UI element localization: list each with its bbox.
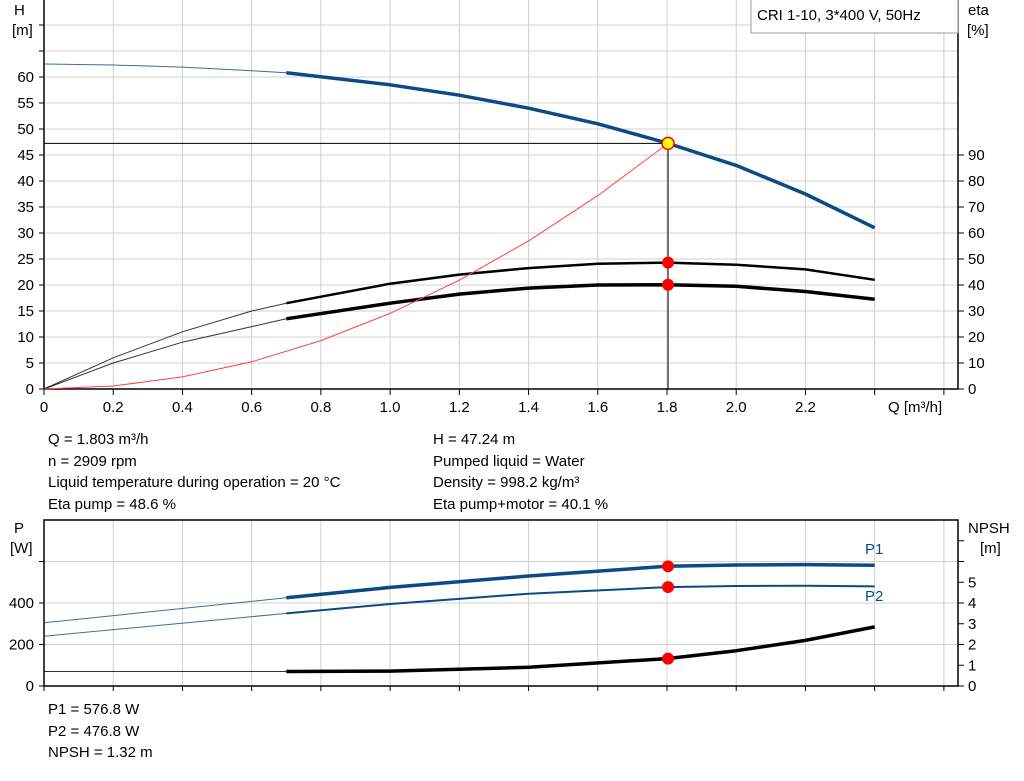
y-tick-label: 35 bbox=[17, 199, 34, 216]
series-label-p1: P1 bbox=[865, 541, 883, 558]
series-system_curve bbox=[43, 142, 669, 390]
x-tick-label: 0.8 bbox=[310, 399, 331, 416]
y-tick-label: 20 bbox=[17, 277, 34, 294]
y2-axis-unit: [m] bbox=[980, 540, 1001, 557]
y-tick-label: 45 bbox=[17, 147, 34, 164]
info-p2: P2 = 476.8 W bbox=[48, 723, 140, 740]
y2-tick-label: 2 bbox=[968, 637, 976, 654]
y-tick-label: 5 bbox=[26, 355, 34, 372]
series-NPSH bbox=[286, 625, 876, 674]
x-tick-label: 1.0 bbox=[380, 399, 401, 416]
x-tick-label: 0.2 bbox=[103, 399, 124, 416]
series-eta_pump_motor bbox=[286, 282, 875, 321]
y-tick-label: 25 bbox=[17, 251, 34, 268]
y-tick-label: 30 bbox=[17, 225, 34, 242]
y2-tick-label: 5 bbox=[968, 574, 976, 591]
x-tick-label: 0.6 bbox=[241, 399, 262, 416]
y-axis-unit: [m] bbox=[12, 22, 33, 39]
x-tick-label: 0.4 bbox=[172, 399, 193, 416]
plot-frame bbox=[43, 0, 959, 390]
series-H-extrapolated bbox=[43, 63, 287, 74]
series-label-p2: P2 bbox=[865, 588, 883, 605]
y-tick-label: 10 bbox=[17, 329, 34, 346]
y2-tick-label: 80 bbox=[968, 173, 985, 190]
duty-point-p2 bbox=[662, 581, 675, 594]
y-tick-label: 0 bbox=[26, 381, 34, 398]
series-eta_pump bbox=[286, 261, 875, 305]
x-tick-label: 2.2 bbox=[795, 399, 816, 416]
series-P2-extrapolated bbox=[43, 612, 287, 637]
info-eta-pump: Eta pump = 48.6 % bbox=[48, 496, 176, 513]
info-eta-pump-motor: Eta pump+motor = 40.1 % bbox=[433, 496, 609, 513]
series-P1 bbox=[286, 562, 875, 600]
x-tick-label: 1.4 bbox=[518, 399, 539, 416]
duty-point-p1 bbox=[662, 560, 675, 573]
info-liquid: Pumped liquid = Water bbox=[433, 453, 585, 470]
info-q: Q = 1.803 m³/h bbox=[48, 431, 149, 448]
duty-point-eta-pump bbox=[662, 256, 675, 269]
y2-tick-label: 3 bbox=[968, 616, 976, 633]
y-axis-label: P bbox=[14, 520, 24, 537]
y2-axis-unit: [%] bbox=[967, 22, 989, 39]
x-axis-label: Q [m³/h] bbox=[888, 399, 942, 416]
series-eta_pump_motor-extrapolated bbox=[43, 318, 287, 390]
y-axis-label: H bbox=[14, 2, 25, 19]
x-tick-label: 1.8 bbox=[657, 399, 678, 416]
x-tick-label: 1.2 bbox=[449, 399, 470, 416]
y-tick-label: 200 bbox=[9, 637, 34, 654]
y2-tick-label: 4 bbox=[968, 595, 976, 612]
series-H bbox=[286, 71, 876, 230]
y2-tick-label: 0 bbox=[968, 678, 976, 695]
y-tick-label: 400 bbox=[9, 595, 34, 612]
duty-point-npsh bbox=[662, 652, 675, 665]
info-p1: P1 = 576.8 W bbox=[48, 701, 140, 718]
duty-point-marker bbox=[661, 136, 675, 151]
y2-tick-label: 40 bbox=[968, 277, 985, 294]
y-tick-label: 40 bbox=[17, 173, 34, 190]
y-axis-unit: [W] bbox=[10, 540, 33, 557]
duty-point-eta-pump-motor bbox=[662, 278, 675, 291]
y2-tick-label: 20 bbox=[968, 329, 985, 346]
y2-tick-label: 70 bbox=[968, 199, 985, 216]
x-tick-label: 1.6 bbox=[587, 399, 608, 416]
y-tick-label: 50 bbox=[17, 121, 34, 138]
y-tick-label: 60 bbox=[17, 69, 34, 86]
y-tick-label: 0 bbox=[26, 678, 34, 695]
y2-tick-label: 30 bbox=[968, 303, 985, 320]
y2-tick-label: 1 bbox=[968, 657, 976, 674]
chart-title: CRI 1-10, 3*400 V, 50Hz bbox=[757, 7, 921, 24]
info-n: n = 2909 rpm bbox=[48, 453, 137, 470]
y2-axis-label: eta bbox=[968, 2, 990, 19]
series-eta_pump-extrapolated bbox=[43, 302, 287, 390]
info-temperature: Liquid temperature during operation = 20… bbox=[48, 474, 341, 491]
info-npsh: NPSH = 1.32 m bbox=[48, 744, 153, 761]
series-P1-extrapolated bbox=[43, 597, 287, 624]
y2-tick-label: 60 bbox=[968, 225, 985, 242]
y2-axis-label: NPSH bbox=[968, 520, 1010, 537]
y2-tick-label: 90 bbox=[968, 147, 985, 164]
y2-tick-label: 0 bbox=[968, 381, 976, 398]
y-tick-label: 55 bbox=[17, 95, 34, 112]
y2-tick-label: 10 bbox=[968, 355, 985, 372]
x-tick-label: 0 bbox=[40, 399, 48, 416]
info-h: H = 47.24 m bbox=[433, 431, 516, 448]
title-box bbox=[750, 0, 959, 34]
y2-tick-label: 50 bbox=[968, 251, 985, 268]
x-tick-label: 2.0 bbox=[726, 399, 747, 416]
info-density: Density = 998.2 kg/m³ bbox=[433, 474, 580, 491]
y-tick-label: 15 bbox=[17, 303, 34, 320]
